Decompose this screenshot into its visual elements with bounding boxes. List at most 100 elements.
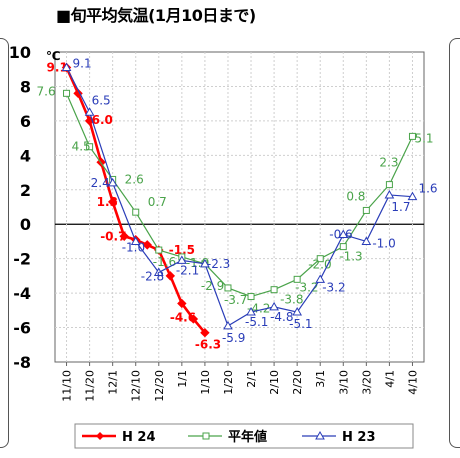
x-tick-label: 12/20 xyxy=(153,370,166,402)
x-tick-label: 3/10 xyxy=(337,370,350,395)
data-label: -1.3 xyxy=(339,250,362,264)
series-point-normal xyxy=(63,89,71,97)
data-label: -3.7 xyxy=(224,293,247,307)
data-label: -1.0 xyxy=(372,236,395,250)
series-point-normal xyxy=(293,275,301,283)
x-tick-label: 2/10 xyxy=(268,370,281,395)
series-point-h23 xyxy=(361,236,372,245)
data-label: 4.5 xyxy=(72,140,91,154)
x-tick-label: 4/1 xyxy=(383,370,396,388)
x-tick-label: 4/10 xyxy=(406,370,419,395)
data-label: -2.1 xyxy=(176,263,199,277)
x-tick-label: 2/1 xyxy=(245,370,258,388)
y-tick-label: 0 xyxy=(20,215,31,234)
series-point-h24 xyxy=(200,328,210,338)
series-point-normal xyxy=(408,132,416,140)
y-unit-label: ℃ xyxy=(46,49,61,63)
x-tick-label: 2/20 xyxy=(291,370,304,395)
series-point-normal xyxy=(270,286,278,294)
y-tick-label: -8 xyxy=(13,353,31,372)
data-label: 6.0 xyxy=(92,113,113,127)
plot-area xyxy=(54,51,425,363)
series-point-normal xyxy=(316,255,324,263)
data-label: 2.4 xyxy=(91,176,110,190)
data-label: -0.6 xyxy=(329,228,352,242)
data-label: 9.1 xyxy=(73,57,92,71)
data-label: -0.7 xyxy=(100,229,126,243)
x-tick-label: 1/10 xyxy=(199,370,212,395)
data-label: -4.6 xyxy=(170,310,196,324)
series-point-normal xyxy=(155,246,163,254)
series-point-h23 xyxy=(176,255,187,264)
series-point-h24 xyxy=(107,197,118,207)
x-tick-label: 3/1 xyxy=(314,370,327,388)
series-point-h24 xyxy=(188,314,199,324)
series-point-h23 xyxy=(246,307,256,316)
x-tick-label: 3/20 xyxy=(360,370,373,395)
y-tick-label: 8 xyxy=(20,77,31,96)
data-label: 2.6 xyxy=(125,172,144,186)
series-point-h23 xyxy=(130,236,141,245)
y-tick-label: 2 xyxy=(20,181,31,200)
data-label: -6.3 xyxy=(195,338,221,352)
data-label: -1.6 xyxy=(153,255,176,269)
data-label: 6.5 xyxy=(92,93,111,107)
series-point-h23 xyxy=(384,189,395,199)
series-point-h24 xyxy=(73,88,83,99)
y-tick-label: 10 xyxy=(9,43,31,62)
series-point-normal xyxy=(132,208,140,216)
series-point-h23 xyxy=(223,320,233,330)
legend-label: H 23 xyxy=(342,430,376,445)
legend-label: H 24 xyxy=(122,430,156,445)
series-line-1 xyxy=(65,93,414,298)
series-point-normal xyxy=(247,293,255,301)
data-label: 0.8 xyxy=(346,189,365,203)
frame-right-edge xyxy=(449,38,460,448)
legend-marker-h24 xyxy=(96,432,104,440)
series-point-h23 xyxy=(153,267,164,276)
data-label: -3.8 xyxy=(280,293,303,307)
data-label: -1.0 xyxy=(122,240,145,254)
series-point-h23 xyxy=(269,301,279,311)
data-label: 1.7 xyxy=(391,200,410,214)
data-label: 0.7 xyxy=(148,195,167,209)
x-tick-label: 12/10 xyxy=(130,370,143,402)
data-label: -1.5 xyxy=(169,243,195,257)
legend-marker-h23 xyxy=(315,430,325,440)
series-point-h23 xyxy=(61,62,72,71)
series-point-h24 xyxy=(165,271,176,281)
y-tick-label: 6 xyxy=(20,112,31,131)
data-label: 5.1 xyxy=(414,131,433,145)
data-label: 2.3 xyxy=(379,156,398,170)
series-point-h24 xyxy=(119,231,129,241)
y-tick-label: -6 xyxy=(13,319,31,338)
series-point-h23 xyxy=(107,177,118,187)
series-point-h23 xyxy=(200,258,210,268)
series-point-h23 xyxy=(292,307,303,316)
y-tick-label: 4 xyxy=(20,146,31,165)
series-point-normal xyxy=(362,206,370,214)
series-point-normal xyxy=(385,181,393,189)
legend-label: 平年値 xyxy=(228,429,267,445)
series-point-h24 xyxy=(142,240,152,250)
data-label: -5.1 xyxy=(289,317,312,331)
x-tick-label: 1/20 xyxy=(222,370,235,395)
chart-title: ■旬平均気温(1月10日まで) xyxy=(56,6,256,25)
series-point-h23 xyxy=(84,107,95,116)
data-label: -5.1 xyxy=(245,315,268,329)
data-label: -5.9 xyxy=(222,331,245,345)
series-point-h23 xyxy=(315,274,326,283)
data-label: -3.2 xyxy=(322,280,345,294)
x-tick-label: 12/1 xyxy=(107,370,120,395)
data-label: 1.3 xyxy=(97,195,118,209)
legend-marker-normal xyxy=(202,432,210,440)
x-tick-label: 11/20 xyxy=(84,370,97,402)
x-tick-label: 11/10 xyxy=(61,370,74,402)
series-point-h23 xyxy=(338,229,349,239)
legend-box xyxy=(74,423,414,449)
y-tick-label: -4 xyxy=(13,284,31,303)
data-label: -2.3 xyxy=(207,257,230,271)
data-label: 7.6 xyxy=(37,84,56,98)
x-tick-label: 1/1 xyxy=(176,370,189,388)
